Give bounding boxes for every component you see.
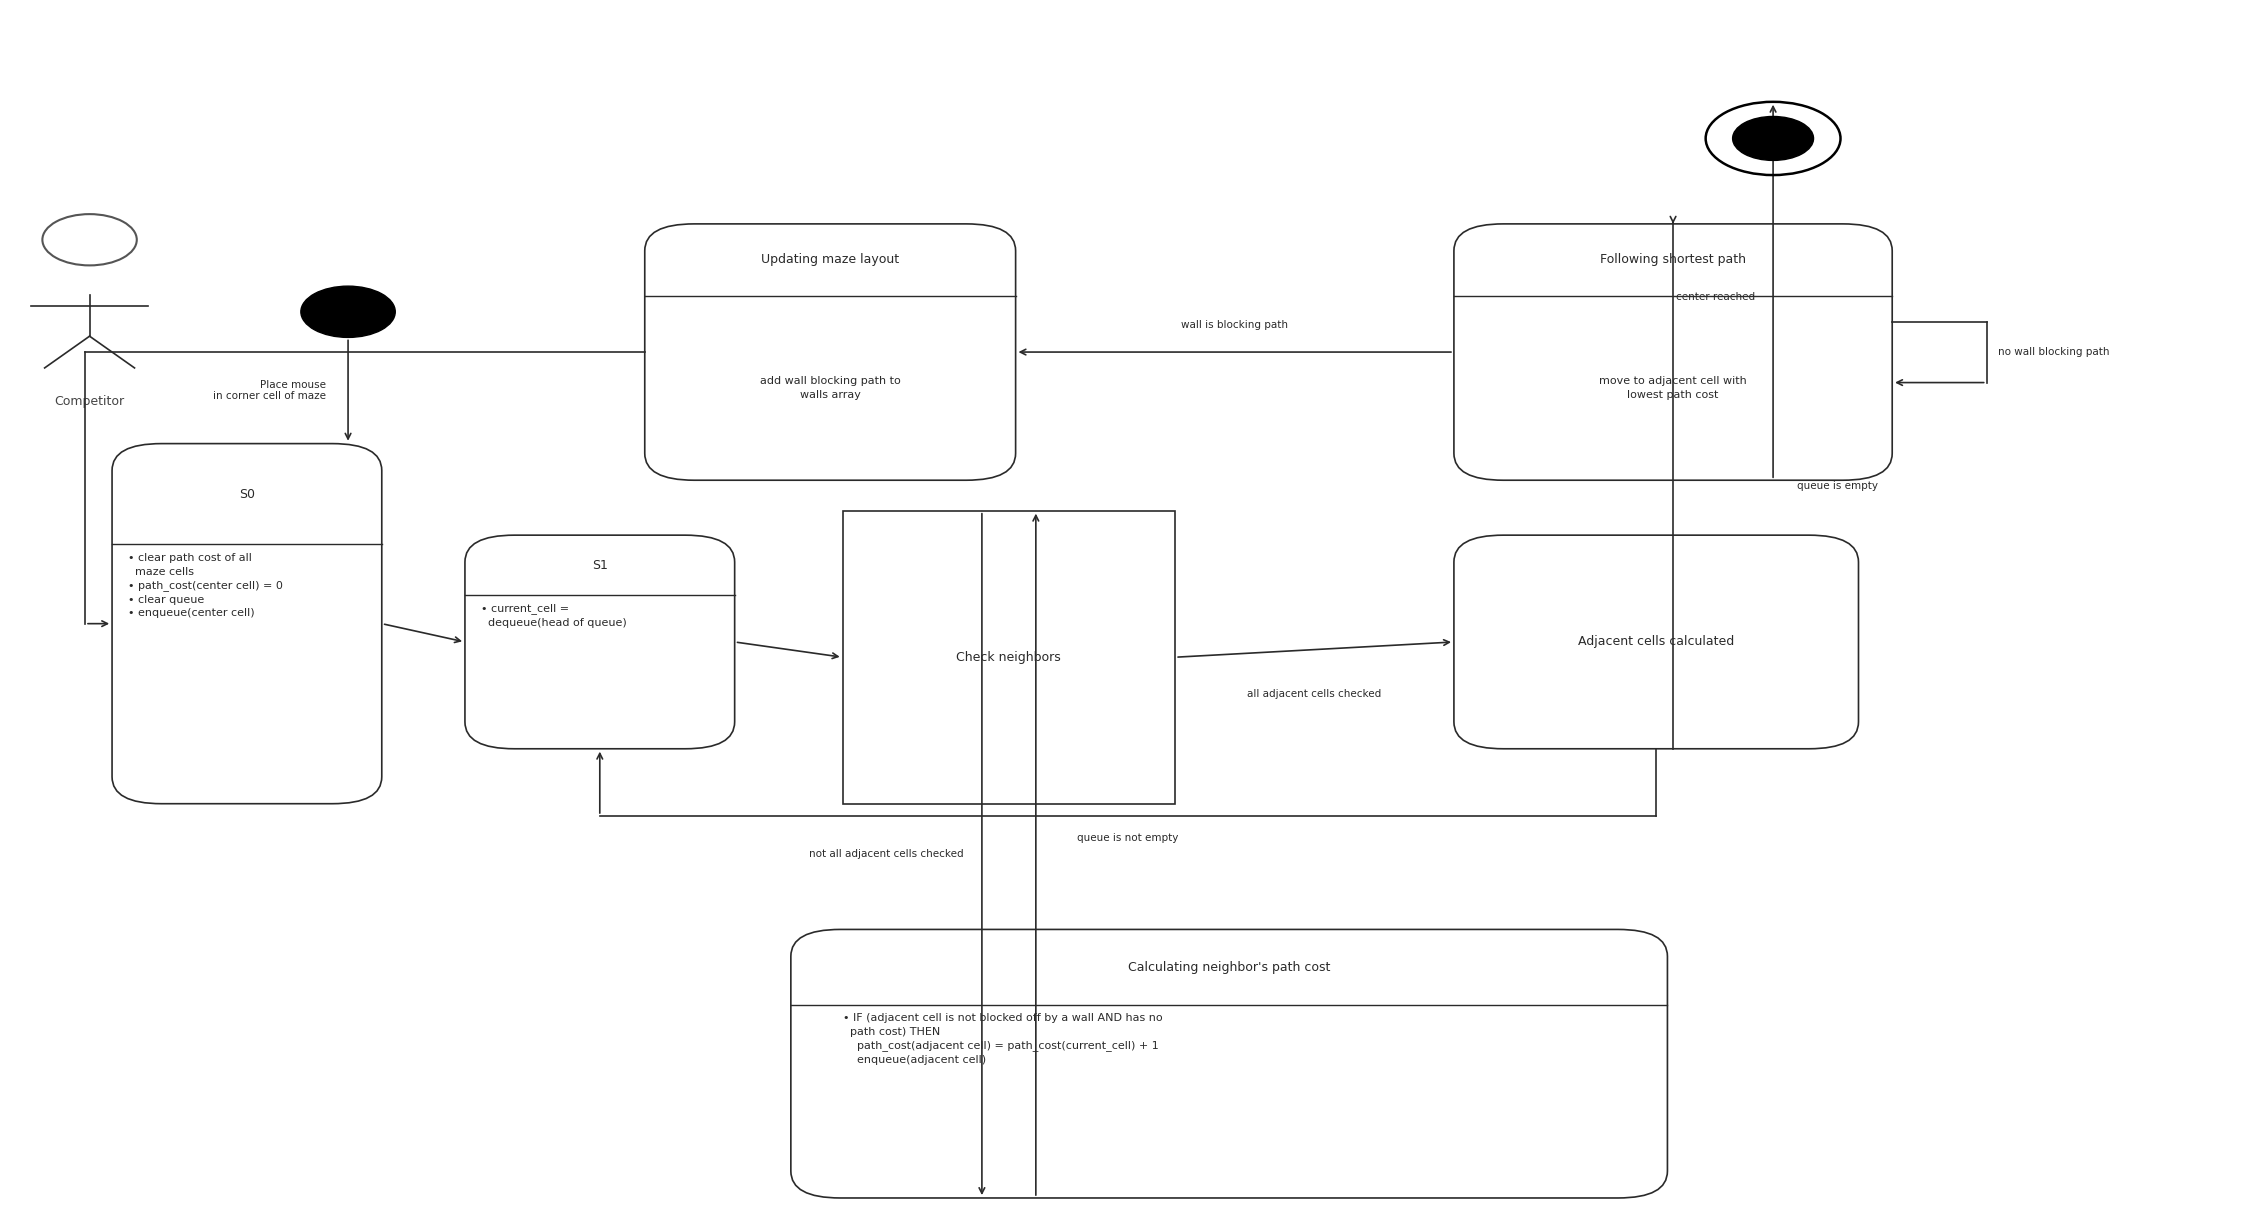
Text: queue is empty: queue is empty [1796,482,1877,492]
Text: • IF (adjacent cell is not blocked off by a wall AND has no
  path cost) THEN
  : • IF (adjacent cell is not blocked off b… [844,1013,1164,1064]
Text: center reached: center reached [1676,293,1755,302]
Text: S0: S0 [239,488,255,500]
FancyBboxPatch shape [645,224,1015,481]
FancyBboxPatch shape [1453,224,1893,481]
Text: wall is blocking path: wall is blocking path [1182,321,1288,331]
Circle shape [300,286,395,338]
Circle shape [1733,117,1814,161]
Text: Updating maze layout: Updating maze layout [760,253,900,267]
FancyBboxPatch shape [113,444,381,804]
Text: queue is not empty: queue is not empty [1078,833,1178,843]
FancyBboxPatch shape [841,511,1175,804]
FancyBboxPatch shape [792,929,1667,1198]
Text: Competitor: Competitor [54,395,124,408]
Text: • clear path cost of all
  maze cells
• path_cost(center cell) = 0
• clear queue: • clear path cost of all maze cells • pa… [129,553,282,618]
Text: Place mouse
in corner cell of maze: Place mouse in corner cell of maze [212,380,325,402]
FancyBboxPatch shape [1453,535,1859,748]
Text: Check neighbors: Check neighbors [957,650,1060,664]
Text: Following shortest path: Following shortest path [1600,253,1746,267]
FancyBboxPatch shape [465,535,735,748]
Text: all adjacent cells checked: all adjacent cells checked [1248,688,1381,699]
Text: move to adjacent cell with
lowest path cost: move to adjacent cell with lowest path c… [1600,376,1746,399]
Text: not all adjacent cells checked: not all adjacent cells checked [810,849,963,859]
Text: S1: S1 [591,558,607,571]
Text: add wall blocking path to
walls array: add wall blocking path to walls array [760,376,900,399]
Text: Adjacent cells calculated: Adjacent cells calculated [1579,635,1735,649]
Text: • current_cell =
  dequeue(head of queue): • current_cell = dequeue(head of queue) [481,603,627,628]
Text: no wall blocking path: no wall blocking path [1999,347,2109,358]
Text: Calculating neighbor's path cost: Calculating neighbor's path cost [1128,961,1331,973]
